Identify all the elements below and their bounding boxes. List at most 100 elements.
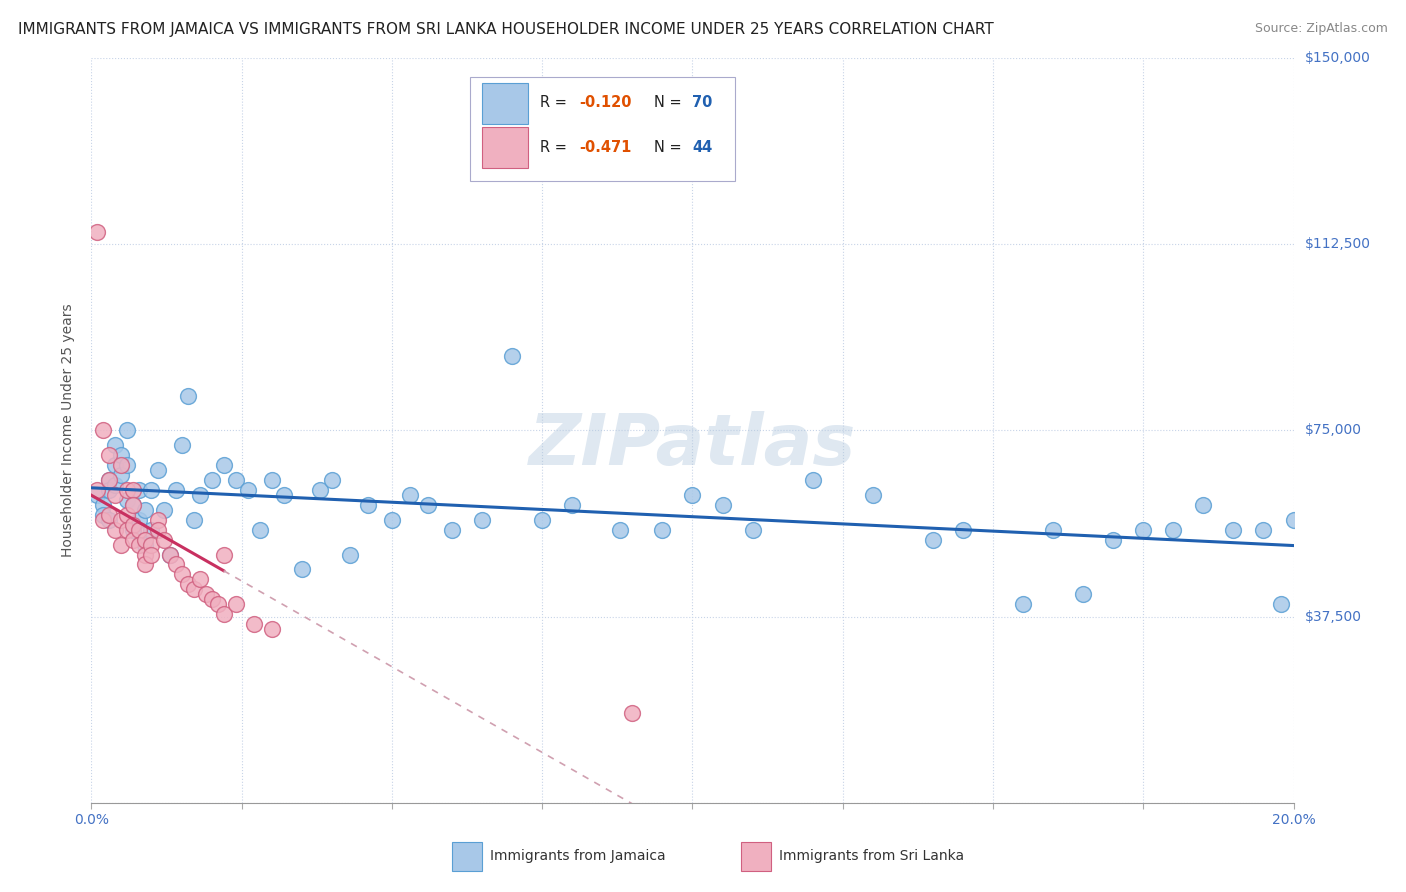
Point [146, 463, 169, 477]
Point [110, 448, 132, 462]
Point [93, 508, 115, 522]
Point [104, 458, 127, 472]
Point [134, 538, 156, 552]
Point [176, 577, 198, 591]
Text: Source: ZipAtlas.com: Source: ZipAtlas.com [1254, 22, 1388, 36]
FancyBboxPatch shape [741, 841, 770, 871]
Point [201, 592, 224, 607]
Point [399, 488, 422, 502]
Point [117, 423, 139, 437]
Text: Immigrants from Jamaica: Immigrants from Jamaica [491, 849, 666, 863]
FancyBboxPatch shape [482, 128, 527, 169]
Point [117, 483, 139, 497]
Point [152, 503, 174, 517]
Point [339, 548, 361, 562]
Point [141, 548, 163, 562]
Text: $75,000: $75,000 [1305, 424, 1361, 437]
Point [117, 492, 139, 507]
Point [1253, 523, 1275, 537]
Point [134, 503, 156, 517]
Point [236, 483, 259, 497]
Text: $112,500: $112,500 [1305, 237, 1371, 252]
Point [1161, 523, 1184, 537]
Point [183, 582, 205, 597]
Point [98, 448, 121, 462]
Point [134, 548, 156, 562]
Text: -0.120: -0.120 [579, 95, 631, 111]
Point [561, 498, 583, 512]
Point [862, 488, 884, 502]
Point [922, 533, 945, 547]
Point [1282, 513, 1305, 527]
Point [711, 498, 734, 512]
Point [93, 423, 115, 437]
Point [416, 498, 439, 512]
Point [93, 498, 115, 512]
Point [134, 533, 156, 547]
Point [1102, 533, 1125, 547]
Point [212, 607, 235, 621]
Point [170, 438, 193, 452]
Point [141, 483, 163, 497]
Point [117, 523, 139, 537]
Point [122, 523, 145, 537]
Point [98, 508, 121, 522]
Point [117, 508, 139, 522]
Point [141, 538, 163, 552]
Point [86, 483, 108, 497]
Point [1132, 523, 1154, 537]
Text: IMMIGRANTS FROM JAMAICA VS IMMIGRANTS FROM SRI LANKA HOUSEHOLDER INCOME UNDER 25: IMMIGRANTS FROM JAMAICA VS IMMIGRANTS FR… [18, 22, 994, 37]
Text: 44: 44 [692, 140, 713, 155]
FancyBboxPatch shape [451, 841, 482, 871]
Point [291, 562, 314, 576]
Point [93, 513, 115, 527]
Point [165, 483, 187, 497]
Point [165, 558, 187, 572]
Point [98, 513, 121, 527]
Point [86, 225, 108, 239]
Point [128, 523, 150, 537]
Point [260, 622, 283, 636]
Text: R =: R = [540, 140, 571, 155]
Text: Immigrants from Sri Lanka: Immigrants from Sri Lanka [779, 849, 965, 863]
Point [104, 478, 127, 492]
Point [207, 597, 229, 611]
Point [98, 473, 121, 487]
Point [159, 548, 181, 562]
Point [146, 523, 169, 537]
Point [128, 483, 150, 497]
Point [801, 473, 824, 487]
Point [225, 473, 247, 487]
FancyBboxPatch shape [470, 77, 734, 181]
Point [1222, 523, 1244, 537]
Point [531, 513, 554, 527]
FancyBboxPatch shape [482, 83, 527, 123]
Point [122, 517, 145, 532]
Text: N =: N = [654, 140, 686, 155]
Point [122, 483, 145, 497]
Point [194, 587, 217, 601]
Text: $150,000: $150,000 [1305, 51, 1371, 65]
Point [122, 533, 145, 547]
Point [440, 523, 463, 537]
Point [260, 473, 283, 487]
Point [146, 513, 169, 527]
Point [122, 498, 145, 512]
Y-axis label: Householder Income Under 25 years: Householder Income Under 25 years [62, 303, 76, 558]
Point [110, 538, 132, 552]
Point [110, 513, 132, 527]
Text: 70: 70 [692, 95, 713, 111]
Point [98, 483, 121, 497]
Point [104, 488, 127, 502]
Point [141, 523, 163, 537]
Point [159, 548, 181, 562]
Point [201, 473, 224, 487]
Text: -0.471: -0.471 [579, 140, 631, 155]
Text: ZIPatlas: ZIPatlas [529, 411, 856, 480]
Point [242, 617, 264, 632]
Point [225, 597, 247, 611]
Point [152, 533, 174, 547]
Point [273, 488, 295, 502]
Point [952, 523, 974, 537]
Point [170, 567, 193, 582]
